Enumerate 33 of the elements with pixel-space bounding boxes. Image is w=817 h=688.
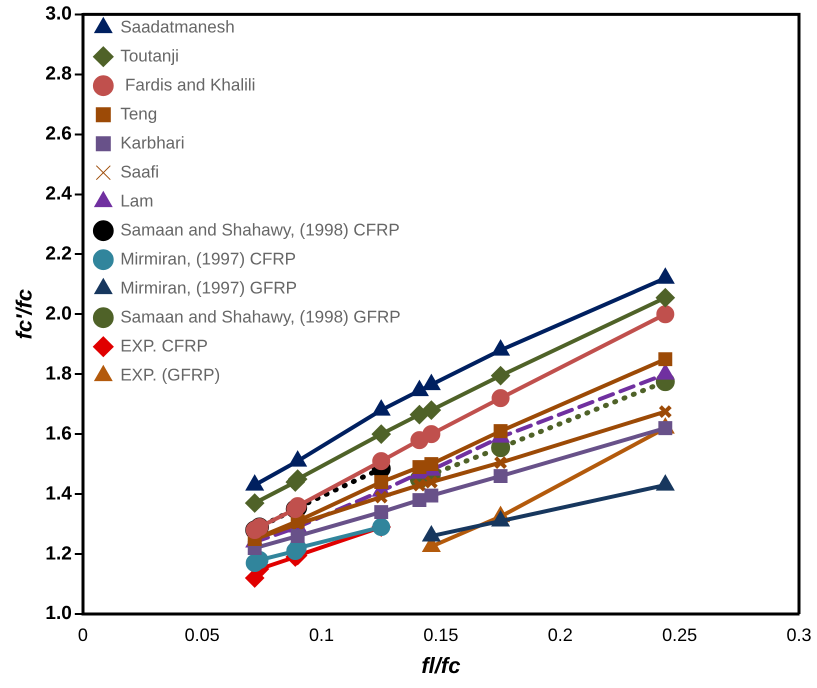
- x-tick-label: 0.05: [184, 624, 220, 645]
- y-tick-label: 2.4: [45, 184, 72, 205]
- y-tick-label: 1.8: [45, 363, 72, 384]
- y-tick-label: 2.0: [45, 303, 72, 324]
- y-tick-label: 1.2: [45, 543, 72, 564]
- x-axis-title: fl/fc: [421, 652, 460, 678]
- legend-label: Teng: [120, 104, 158, 124]
- legend-label: Saafi: [120, 162, 160, 182]
- legend-label: Toutanji: [120, 46, 179, 66]
- y-tick-label: 2.6: [45, 124, 72, 145]
- legend-label: Samaan and Shahawy, (1998) GFRP: [120, 307, 401, 326]
- x-tick-label: 0.25: [662, 624, 698, 645]
- y-tick-label: 1.4: [45, 483, 72, 504]
- legend-label: Karbhari: [120, 133, 185, 152]
- legend-label: Lam: [120, 191, 154, 210]
- x-tick-label: 0.15: [423, 624, 458, 645]
- y-tick-label: 2.2: [45, 243, 72, 264]
- y-axis-title: fc'/fc: [11, 288, 36, 340]
- legend-label: Saadatmanesh: [120, 17, 235, 36]
- x-tick-label: 0.1: [309, 624, 334, 645]
- x-tick-label: 0: [78, 624, 88, 645]
- y-tick-label: 1.6: [45, 423, 72, 444]
- legend-label: Samaan and Shahawy, (1998) CFRP: [120, 220, 400, 240]
- y-tick-label: 2.8: [45, 64, 72, 85]
- x-tick-label: 0.2: [548, 624, 573, 645]
- legend-label: Mirmiran, (1997) CFRP: [120, 249, 296, 268]
- legend-label: EXP. (GFRP): [120, 365, 220, 384]
- legend-label: Fardis and Khalili: [120, 75, 256, 94]
- y-tick-label: 1.0: [45, 603, 72, 624]
- y-tick-label: 3.0: [45, 4, 72, 25]
- legend-label: Mirmiran, (1997) GFRP: [120, 278, 297, 298]
- x-tick-label: 0.3: [786, 624, 812, 645]
- legend-label: EXP. CFRP: [120, 336, 208, 356]
